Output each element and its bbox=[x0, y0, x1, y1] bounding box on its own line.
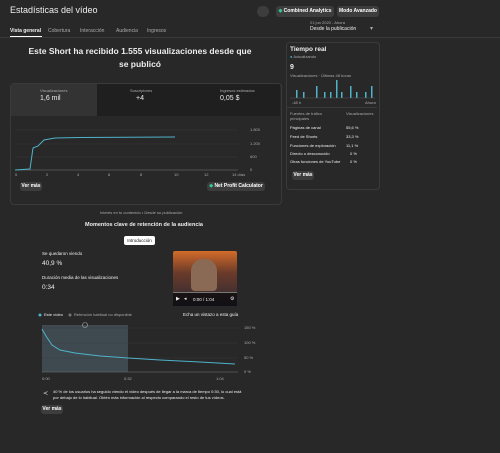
video-time: 0:00 / 1:04 bbox=[193, 297, 215, 302]
playhead-marker[interactable] bbox=[82, 322, 88, 328]
source-name: Otras funciones de YouTube bbox=[290, 159, 341, 164]
tab[interactable]: Cobertura bbox=[48, 28, 71, 34]
x-tick-label: 14 días bbox=[232, 172, 246, 177]
icon-button[interactable] bbox=[257, 6, 269, 17]
date-range: 21 jun 2020 - Ahora bbox=[310, 20, 345, 25]
x-tick-label: 8 bbox=[140, 172, 143, 177]
y-tick-label: 150 % bbox=[244, 325, 256, 330]
button-label: Net Profit Calculator bbox=[214, 183, 263, 189]
see-more-button[interactable]: Ver más bbox=[41, 405, 63, 414]
metric-label: Visualizaciones bbox=[40, 88, 68, 93]
realtime-value: 9 bbox=[290, 64, 294, 71]
net-profit-button[interactable]: ◆ Net Profit Calculator bbox=[207, 182, 265, 191]
combined-analytics-button[interactable]: ◆ Combined Analytics bbox=[276, 6, 334, 17]
button-label: Combined Analytics bbox=[283, 8, 332, 14]
metric-value: 0,05 $ bbox=[220, 95, 240, 102]
stat-label: Duración media de las visualizaciones bbox=[42, 275, 119, 280]
y-tick-label: 600 bbox=[250, 154, 257, 159]
headline: Este Short ha recibido 1.555 visualizaci… bbox=[28, 46, 252, 69]
retention-note: 40 % de los usuarios ha seguido viendo e… bbox=[53, 389, 242, 400]
stat-label: Se quedaron viendo bbox=[42, 251, 83, 256]
video-progress[interactable] bbox=[173, 292, 237, 293]
axis-label: Ahora bbox=[365, 100, 376, 105]
retention-line bbox=[41, 328, 236, 365]
x-tick-label: 1:04 bbox=[216, 376, 224, 381]
tab[interactable]: Ingresos bbox=[147, 28, 167, 34]
intro-tab[interactable]: Introducción bbox=[124, 236, 155, 245]
table-header: Visualizaciones bbox=[346, 111, 374, 116]
see-more-button[interactable]: Ver más bbox=[292, 171, 314, 180]
see-more-button[interactable]: Ver más bbox=[20, 182, 42, 191]
dropdown-arrow[interactable]: ▾ bbox=[370, 26, 374, 32]
x-tick-label: 4 bbox=[77, 172, 80, 177]
page-title: Estadísticas del vídeo bbox=[10, 5, 98, 15]
stat-value: 40,9 % bbox=[42, 260, 63, 267]
tab[interactable]: Audiencia bbox=[116, 28, 138, 34]
source-share: 11,1 % bbox=[346, 143, 359, 148]
y-tick-label: 0 % bbox=[244, 369, 251, 374]
section-title: Momentos clave de retención de la audien… bbox=[85, 222, 203, 228]
y-tick-label: 0 bbox=[250, 167, 253, 172]
volume-button[interactable]: ◂ bbox=[184, 296, 187, 302]
divider bbox=[287, 107, 377, 108]
date-selector[interactable]: Desde la publicación bbox=[310, 26, 357, 32]
metric-value: 1,6 mil bbox=[40, 95, 61, 102]
x-tick-label: 2 bbox=[46, 172, 49, 177]
metric-label: Ingresos estimados bbox=[220, 88, 255, 93]
x-tick-label: 0 bbox=[15, 172, 18, 177]
video-controls bbox=[173, 292, 237, 306]
metric-value: +4 bbox=[136, 95, 144, 102]
realtime-bars bbox=[296, 80, 373, 98]
realtime-title: Tiempo real bbox=[290, 46, 327, 53]
metric-label: Suscriptores bbox=[130, 88, 153, 93]
axis-label: -48 h bbox=[292, 100, 302, 105]
note-icon: ≺ bbox=[43, 391, 49, 397]
y-tick-label: 1.800 bbox=[250, 127, 261, 132]
x-tick-label: 0:00 bbox=[42, 376, 50, 381]
play-button[interactable]: ▶ bbox=[176, 296, 180, 302]
y-tick-label: 100 % bbox=[244, 340, 256, 345]
source-share: 33,3 % bbox=[346, 134, 359, 139]
legend-dot bbox=[68, 313, 72, 317]
x-tick-label: 12 bbox=[204, 172, 209, 177]
x-tick-label: 0:32 bbox=[124, 376, 132, 381]
realtime-card bbox=[286, 42, 380, 190]
y-tick-label: 1.200 bbox=[250, 141, 261, 146]
source-name: Páginas de canal bbox=[290, 125, 321, 130]
legend-label: Retención habitual no disponible bbox=[74, 312, 132, 317]
tab[interactable]: Vista general bbox=[10, 28, 42, 34]
video-person bbox=[191, 259, 217, 291]
x-tick-label: 10 bbox=[174, 172, 179, 177]
realtime-status: ● Actualizando bbox=[290, 54, 317, 59]
status-text: Actualizando bbox=[293, 54, 317, 59]
tab-underline bbox=[10, 36, 42, 37]
stat-value: 0:34 bbox=[42, 284, 55, 291]
section-context: Interés en tu contenido • Desde su publi… bbox=[100, 210, 183, 215]
metric-tab-selected[interactable] bbox=[11, 84, 97, 116]
summary-card bbox=[10, 83, 282, 205]
divider bbox=[0, 37, 500, 38]
legend-dot bbox=[38, 313, 42, 317]
source-share: 55,6 % bbox=[346, 125, 359, 130]
tab[interactable]: Interacción bbox=[80, 28, 105, 34]
realtime-subtitle[interactable]: Visualizaciones · Últimas 48 horas bbox=[290, 73, 352, 78]
source-name: Funciones de exploración bbox=[290, 143, 336, 148]
table-header: Fuentes de tráfico principales bbox=[290, 111, 323, 121]
source-name: Feed de Shorts bbox=[290, 134, 318, 139]
intro-highlight bbox=[42, 325, 128, 372]
guide-link[interactable]: Echa un vistazo a esta guía bbox=[183, 312, 239, 317]
source-name: Directo o desconocido bbox=[290, 151, 330, 156]
legend-label: Este vídeo bbox=[44, 312, 63, 317]
source-share: 0 % bbox=[350, 159, 357, 164]
x-tick-label: 6 bbox=[108, 172, 111, 177]
metric-tabs-bg bbox=[97, 84, 280, 116]
advanced-mode-button[interactable]: Modo Avanzado bbox=[337, 6, 379, 17]
views-line bbox=[14, 136, 176, 171]
source-share: 0 % bbox=[350, 151, 357, 156]
y-tick-label: 50 % bbox=[244, 355, 254, 360]
settings-button[interactable]: ⚙ bbox=[230, 296, 235, 302]
